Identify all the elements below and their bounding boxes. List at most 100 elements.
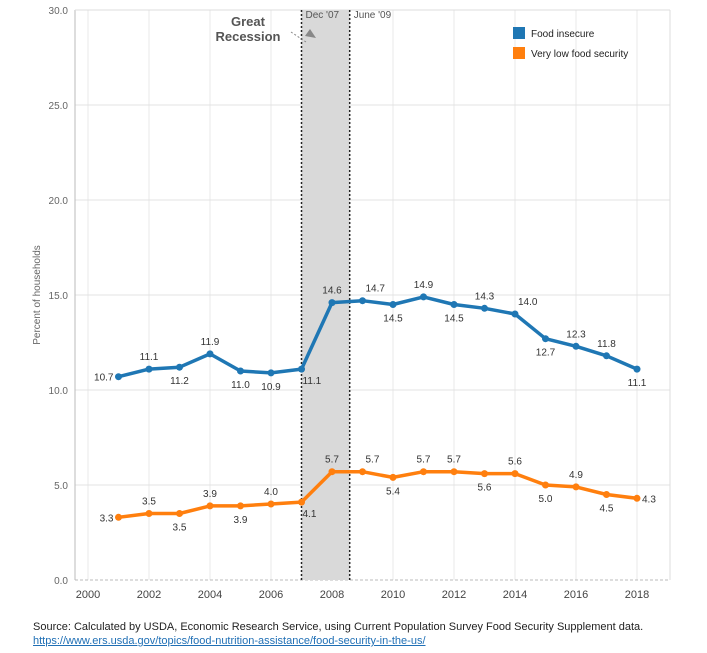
y-tick-label: 0.0 [54, 576, 68, 587]
data-point [603, 491, 610, 498]
legend-swatch [513, 27, 525, 39]
recession-start-label: Dec '07 [306, 10, 340, 21]
data-point [389, 473, 397, 481]
x-tick-label: 2018 [625, 589, 649, 601]
data-point [267, 500, 275, 508]
recession-arrow-head [305, 29, 316, 38]
y-tick-label: 25.0 [49, 101, 69, 112]
source-note: Source: Calculated by USDA, Economic Res… [33, 620, 693, 648]
recession-label-line2: Recession [215, 29, 280, 44]
x-tick-label: 2010 [381, 589, 405, 601]
data-label: 11.1 [303, 376, 322, 387]
x-tick-label: 2008 [320, 589, 344, 601]
food-security-line-chart: 0.0 5.0 10.0 15.0 20.0 25.0 30.0 Dec '07 June '0… [32, 6, 671, 601]
data-label: 14.9 [414, 280, 434, 291]
data-label: 4.0 [264, 487, 278, 498]
data-point [481, 470, 488, 478]
recession-end-label: June '09 [354, 10, 392, 21]
data-label: 11.9 [201, 337, 220, 348]
y-tick-label: 20.0 [49, 196, 69, 207]
data-point [572, 483, 580, 491]
data-point [450, 468, 458, 476]
y-tick-label: 15.0 [49, 291, 69, 302]
recession-arrow-shaft [290, 31, 307, 43]
data-point [206, 350, 214, 358]
data-label: 14.7 [366, 284, 386, 295]
data-label: 11.1 [628, 378, 647, 389]
data-point [359, 297, 366, 305]
data-label: 5.7 [417, 455, 431, 466]
data-label: 11.1 [140, 352, 159, 363]
y-tick-label: 30.0 [49, 6, 69, 17]
data-point [176, 510, 183, 517]
series-line [116, 469, 639, 520]
data-label: 12.7 [536, 348, 556, 359]
data-label: 5.7 [325, 455, 339, 466]
data-point [267, 369, 275, 377]
x-tick-label: 2004 [198, 589, 222, 601]
legend-label: Food insecure [531, 29, 595, 40]
data-label: 12.3 [566, 329, 586, 340]
data-label: 5.6 [508, 457, 522, 468]
data-point [603, 352, 610, 360]
data-label: 14.3 [475, 291, 495, 302]
data-label: 3.3 [100, 513, 114, 524]
data-label: 5.4 [386, 486, 400, 497]
y-axis-title: Percent of households [32, 245, 43, 345]
data-point [298, 365, 305, 373]
data-label: 4.9 [569, 470, 583, 481]
data-label: 14.5 [444, 314, 464, 325]
data-label: 11.2 [170, 376, 189, 387]
data-label: 10.9 [261, 382, 281, 393]
data-point [511, 310, 519, 318]
data-label: 14.0 [518, 297, 538, 308]
data-label: 11.0 [231, 380, 250, 391]
data-label: 4.5 [600, 504, 614, 515]
data-point [420, 468, 427, 476]
y-tick-label: 5.0 [54, 481, 68, 492]
data-point [298, 498, 305, 506]
data-label: 14.5 [383, 314, 403, 325]
data-point [115, 513, 122, 521]
data-label: 10.7 [94, 373, 114, 384]
data-point [542, 335, 549, 343]
legend-label: Very low food security [531, 49, 628, 60]
data-point [572, 342, 580, 350]
data-point [542, 481, 549, 489]
x-tick-label: 2014 [503, 589, 527, 601]
data-label: 5.0 [539, 494, 553, 505]
data-label: 4.3 [642, 494, 656, 505]
recession-band [301, 10, 350, 580]
x-tick-label: 2016 [564, 589, 588, 601]
y-tick-label: 10.0 [49, 386, 69, 397]
data-label: 11.8 [597, 339, 616, 350]
data-point [328, 468, 336, 476]
data-point [389, 301, 397, 308]
data-label: 5.7 [366, 455, 380, 466]
data-point [481, 304, 488, 312]
data-point [237, 367, 244, 375]
data-label: 4.1 [303, 509, 317, 520]
x-tick-label: 2002 [137, 589, 161, 601]
data-label: 3.5 [173, 523, 187, 534]
series-line [116, 295, 639, 379]
x-tick-label: 2006 [259, 589, 283, 601]
x-tick-label: 2012 [442, 589, 466, 601]
data-point [420, 293, 427, 301]
data-point [237, 502, 244, 510]
data-point [450, 301, 458, 308]
data-label: 5.6 [478, 483, 492, 494]
data-label: 14.6 [322, 286, 342, 297]
source-link[interactable]: https://www.ers.usda.gov/topics/food-nut… [33, 635, 426, 647]
data-label: 3.5 [142, 497, 156, 508]
data-point [206, 502, 214, 510]
source-text: Source: Calculated by USDA, Economic Res… [33, 621, 644, 633]
data-label: 5.7 [447, 455, 461, 466]
data-point [176, 363, 183, 371]
data-point [633, 365, 641, 373]
x-tick-label: 2000 [76, 589, 100, 601]
data-label: 3.9 [234, 515, 248, 526]
data-point [145, 510, 153, 517]
data-label: 3.9 [203, 489, 217, 500]
data-point [359, 468, 366, 476]
